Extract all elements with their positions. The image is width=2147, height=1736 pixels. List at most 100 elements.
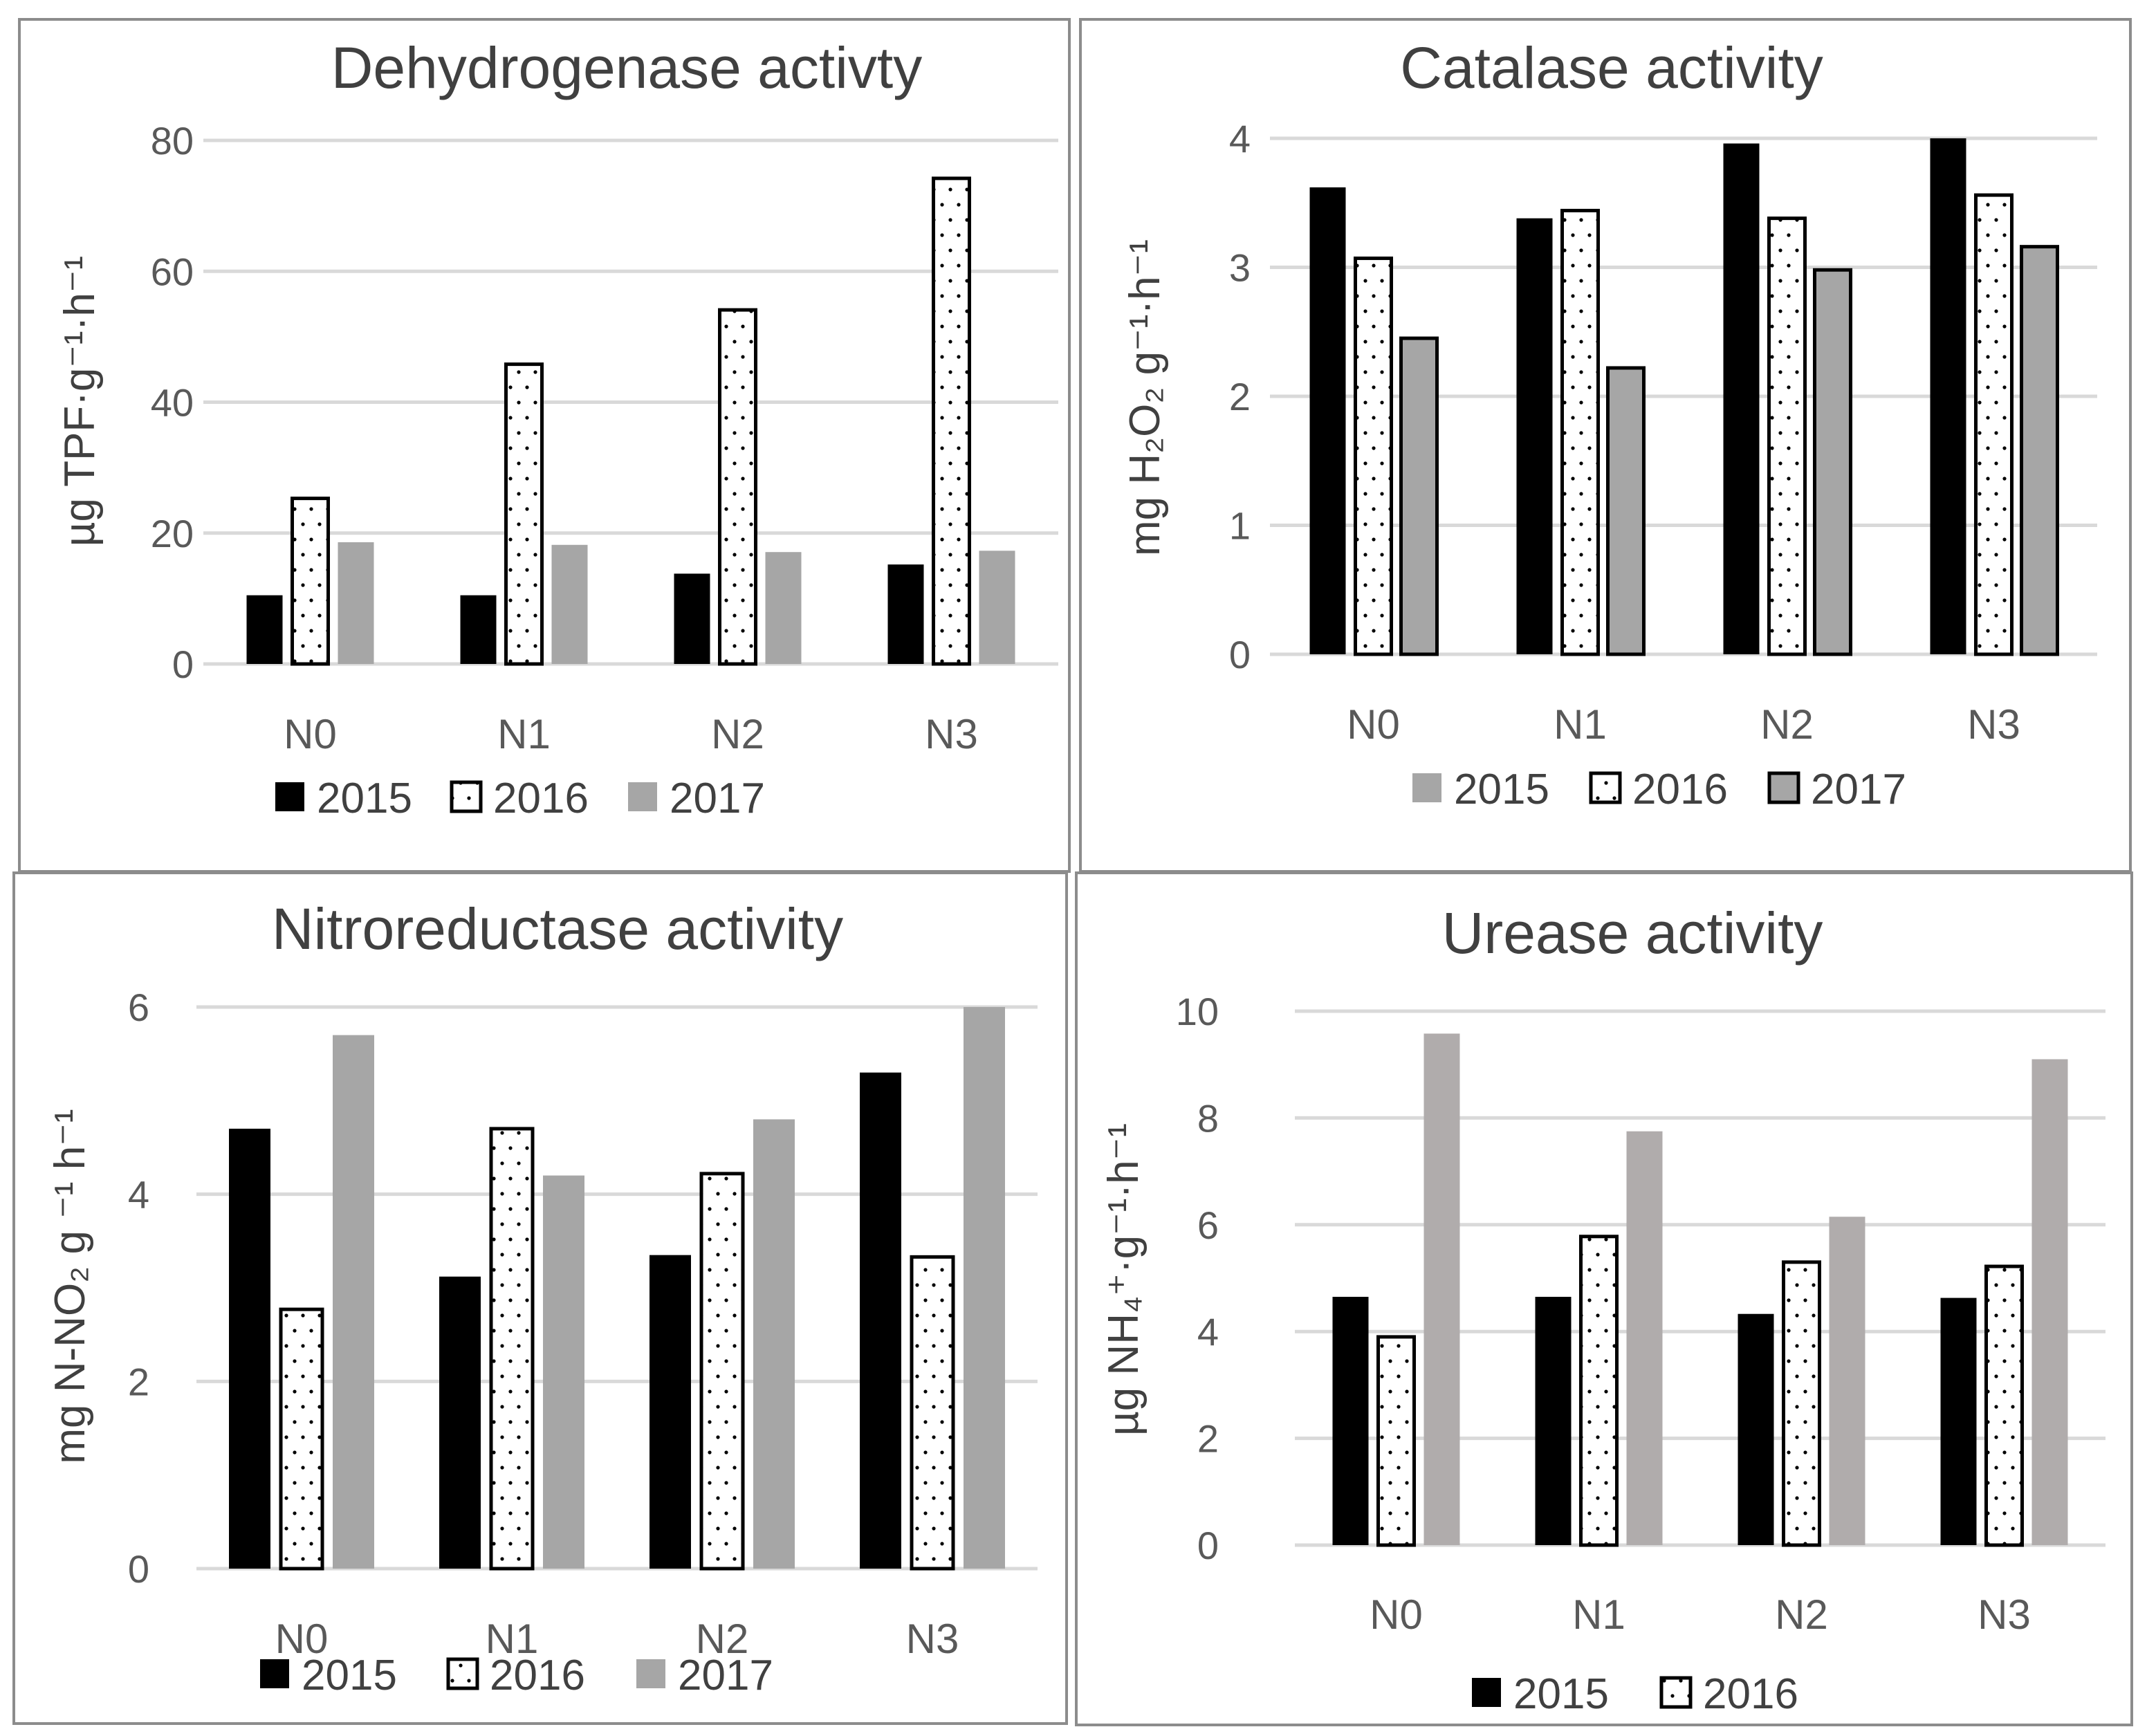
bar-2016-N3 [910,1255,955,1571]
panel-border [12,871,1068,1725]
x-tick-label: N3 [925,711,978,757]
bar-2016-N0 [1376,1335,1416,1547]
bar-2016-N3 [932,176,971,666]
bar-2015-N1 [1516,218,1553,654]
y-tick-label: 2 [1229,375,1251,418]
y-axis-label: µg TPF·g⁻¹·h⁻¹ [56,256,104,546]
bar-2015-N1 [1535,1297,1572,1545]
legend-label-2017: 2017 [678,1652,773,1699]
legend-swatch-2016 [1589,771,1622,804]
y-tick-label: 80 [151,119,194,163]
chart-title: Nitroreductase activity [272,896,843,961]
bar-2017-N2 [1829,1217,1865,1545]
bar-2015-N1 [439,1276,481,1569]
chart-panel-1: Dehydrogenase activty 0 20 40 60 80 µg TPF·g⁻¹… [18,18,1071,873]
y-tick-label: 2 [1197,1417,1219,1461]
bar-2015-N0 [1309,187,1346,654]
bar-2017-N3 [979,551,1015,664]
legend-label-2015: 2015 [1513,1670,1609,1718]
bar-2015-N3 [860,1072,901,1569]
bar-2017-N1 [543,1175,584,1569]
bar-2015-N0 [229,1128,270,1569]
bar-2017-N3 [2031,1059,2068,1545]
x-tick-label: N3 [906,1616,959,1662]
chart-panel-2: Catalase activity 0 1 2 3 4 mg H₂O₂ g⁻¹·h⁻¹ N0 N… [1079,18,2132,873]
bar-2017-N2 [753,1119,795,1569]
bar-2015-N2 [649,1255,691,1569]
y-tick-label: 0 [1197,1524,1219,1567]
bar-2015-N3 [1940,1298,1977,1545]
y-tick-label: 4 [128,1173,149,1217]
legend-swatch-2017 [1767,771,1800,804]
bar-2016-N2 [699,1172,745,1571]
x-tick-label: N3 [1967,701,2020,748]
bar-2015-N0 [1332,1297,1369,1545]
bar-2015-N0 [246,595,283,664]
y-axis-label: mg N-NO₂ g ⁻¹ h⁻¹ [46,1109,94,1463]
bar-2015-N2 [1723,143,1760,654]
y-tick-label: 10 [1176,990,1219,1033]
legend-label-2016: 2016 [1632,766,1728,813]
y-tick-label: 3 [1229,246,1251,290]
chart-title: Dehydrogenase activty [331,35,922,100]
bar-2016-N1 [1579,1235,1619,1547]
x-tick-label: N0 [1370,1591,1423,1638]
chart-panel-3: Nitroreductase activity 0 2 4 6 mg N-NO₂ g ⁻¹… [12,871,1068,1725]
x-tick-label: N2 [1775,1591,1828,1638]
y-tick-label: 1 [1229,504,1251,548]
x-tick-label: N1 [1554,701,1607,748]
x-tick-label: N2 [1760,701,1814,748]
legend-label-2017: 2017 [1811,766,1906,813]
bar-2016-N1 [1560,208,1600,656]
chart-title: Catalase activity [1400,35,1823,100]
legend-swatch-2015 [260,1659,289,1688]
x-tick-label: N0 [275,1616,329,1662]
bar-2017-N2 [765,552,802,664]
x-tick-label: N2 [696,1616,749,1662]
bar-2017-N1 [551,544,588,664]
y-tick-label: 20 [151,512,194,555]
legend-swatch-2015 [275,782,304,811]
bar-2017-N1 [1606,366,1646,656]
bar-2016-N2 [1782,1260,1821,1547]
bar-2017-N0 [1399,336,1439,656]
bar-2017-N0 [338,542,374,664]
y-tick-label: 6 [128,986,149,1029]
bar-2017-N3 [964,1007,1005,1569]
bar-2017-N0 [1423,1033,1460,1545]
x-tick-label: N0 [284,711,337,757]
y-tick-label: 0 [1229,633,1251,676]
legend-swatch-2016 [450,780,483,813]
x-tick-label: N1 [1572,1591,1625,1638]
y-tick-label: 40 [151,381,194,425]
x-tick-label: N2 [711,711,764,757]
bar-2015-N3 [1930,138,1966,654]
y-axis-label: µg NH₄⁺·g⁻¹·h⁻¹ [1100,1123,1148,1436]
y-axis-label: mg H₂O₂ g⁻¹·h⁻¹ [1121,239,1169,556]
chart-panel-4: Urease activity 0 2 4 6 8 10 µg NH₄⁺·g⁻¹·h⁻¹ N0 N… [1075,871,2133,1726]
bar-2016-N0 [1354,256,1393,656]
y-tick-label: 4 [1229,117,1251,160]
bar-2016-N3 [1984,1264,2024,1547]
x-tick-label: N1 [497,711,551,757]
legend-label-2016: 2016 [493,775,589,822]
bar-2017-N2 [1813,268,1852,656]
legend-label-2017: 2017 [670,775,765,822]
bar-2015-N2 [674,573,710,664]
y-tick-label: 8 [1197,1096,1219,1140]
bar-2016-N3 [1974,193,2014,656]
bar-2017-N1 [1626,1131,1663,1545]
legend-swatch-2015 [1472,1678,1501,1707]
legend-label-2016: 2016 [490,1652,585,1699]
legend-swatch-2017 [636,1659,665,1688]
y-tick-label: 6 [1197,1203,1219,1247]
legend-label-2015: 2015 [302,1652,397,1699]
bar-2017-N3 [2020,245,2059,656]
legend-swatch-2016 [446,1657,479,1690]
bar-2016-N2 [718,308,757,666]
bar-2016-N0 [291,497,330,666]
legend-label-2015: 2015 [1454,766,1549,813]
bar-2016-N1 [489,1127,535,1571]
bar-2016-N1 [504,362,544,666]
